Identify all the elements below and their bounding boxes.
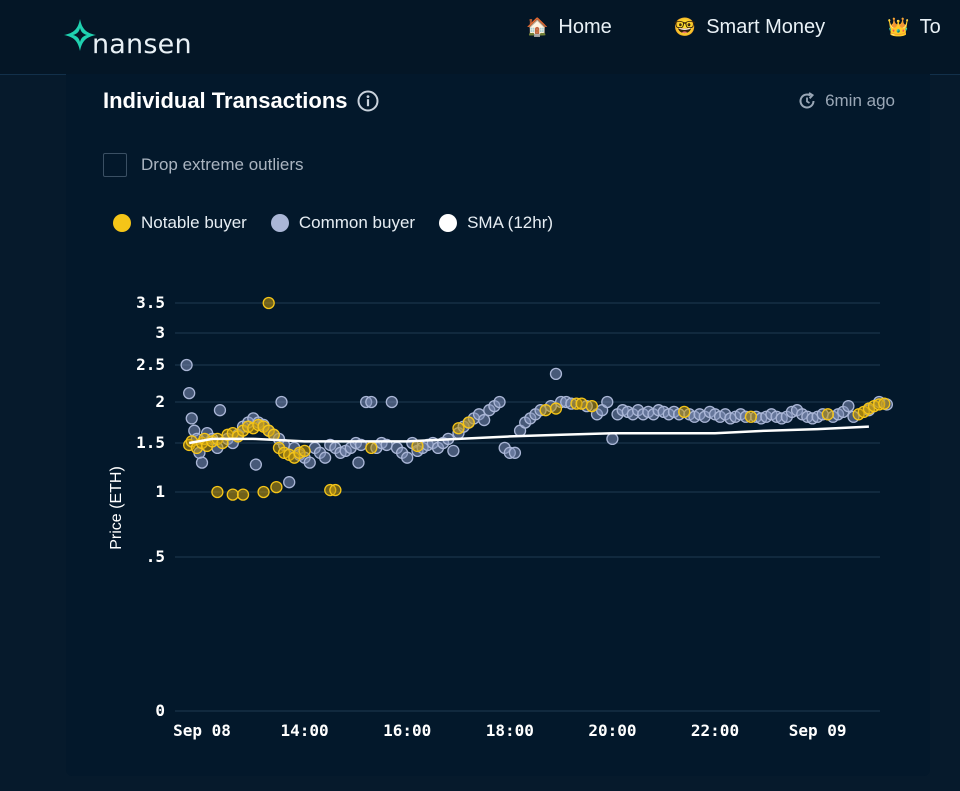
y-axis-label: Price (ETH) [108, 466, 125, 550]
drop-outliers-option: Drop extreme outliers [103, 153, 304, 177]
common-buyer-point[interactable] [180, 358, 193, 372]
common-buyer-point[interactable] [842, 399, 855, 413]
notable-buyer-point[interactable] [821, 408, 835, 421]
common-buyer-point[interactable] [477, 413, 491, 427]
x-tick-label: 20:00 [588, 721, 636, 740]
notable-buyer-point[interactable] [226, 488, 239, 501]
nav-item-top[interactable]: 👑 To [887, 16, 941, 39]
notable-buyer-points [183, 296, 891, 501]
legend-label: SMA (12hr) [467, 213, 554, 232]
sma-line [188, 425, 869, 445]
common-buyer-point[interactable] [213, 404, 227, 417]
y-tick-label: 3 [155, 323, 165, 342]
notable-buyer-point[interactable] [211, 485, 224, 499]
common-buyer-point[interactable] [508, 446, 522, 459]
nav-item-home[interactable]: 🏠 Home [526, 16, 612, 39]
notable-buyer-point[interactable] [365, 441, 378, 455]
x-tick-label: Sep 08 [173, 721, 231, 740]
legend-dot-icon [270, 214, 289, 232]
common-buyer-point[interactable] [447, 444, 460, 457]
nav-item-label: To [919, 16, 941, 38]
common-buyer-point[interactable] [185, 412, 198, 425]
x-axis-ticks: Sep 08 14:00 16:00 18:00 20:00 22:00 Sep 09 [173, 721, 846, 740]
y-axis-ticks: 0 .5 1 1.5 2 2.5 3 3.5 [136, 293, 165, 720]
common-buyer-point[interactable] [365, 395, 378, 409]
nav-item-label: Home [558, 16, 612, 38]
legend-dot-icon [113, 214, 131, 232]
x-tick-label: 14:00 [281, 721, 329, 740]
common-buyer-point[interactable] [606, 432, 619, 446]
common-buyer-point[interactable] [385, 395, 398, 409]
common-buyer-point[interactable] [275, 395, 288, 409]
x-tick-label: 18:00 [486, 721, 534, 740]
card-title-text: Individual Transactions [103, 88, 348, 113]
legend-label: Notable buyer [141, 213, 247, 232]
notable-buyer-point[interactable] [462, 416, 475, 429]
common-buyer-point[interactable] [283, 476, 296, 489]
common-buyer-points [180, 358, 894, 489]
nerd-face-icon: 🤓 [673, 17, 697, 37]
common-buyer-point[interactable] [183, 386, 196, 400]
notable-buyer-point[interactable] [549, 402, 563, 415]
notable-buyer-point[interactable] [262, 296, 275, 310]
notable-buyer-point[interactable] [539, 404, 552, 417]
common-buyer-point[interactable] [303, 456, 316, 469]
notable-buyer-point[interactable] [744, 410, 758, 423]
transactions-card [66, 74, 930, 776]
y-tick-label: 1 [155, 482, 165, 501]
y-tick-label: 0 [155, 701, 165, 720]
main-nav: 🏠 Home 🤓 Smart Money 👑 To [526, 16, 960, 39]
top-navigation-bar: nansen 🏠 Home 🤓 Smart Money 👑 To [0, 0, 960, 75]
info-icon[interactable] [357, 90, 379, 112]
common-buyer-point[interactable] [401, 451, 414, 464]
common-buyer-point[interactable] [352, 456, 365, 469]
notable-buyer-point[interactable] [329, 483, 342, 497]
x-tick-label: 16:00 [383, 721, 431, 740]
legend-label: Common buyer [298, 213, 416, 232]
drop-outliers-checkbox[interactable] [103, 153, 127, 177]
legend-item-sma[interactable]: SMA (12hr) [439, 213, 553, 233]
notable-buyer-point[interactable] [236, 488, 250, 501]
nav-item-smart-money[interactable]: 🤓 Smart Money [674, 16, 825, 39]
brand-name: nansen [92, 28, 192, 60]
notable-buyer-point[interactable] [575, 397, 588, 410]
drop-outliers-label: Drop extreme outliers [141, 155, 304, 174]
x-tick-label: 22:00 [691, 721, 739, 740]
notable-buyer-point[interactable] [678, 405, 691, 418]
common-buyer-point[interactable] [195, 456, 209, 469]
notable-buyer-point[interactable] [878, 397, 891, 410]
chart-legend: Notable buyer Common buyer SMA (12hr) [113, 213, 577, 233]
house-icon: 🏠 [526, 17, 549, 37]
notable-buyer-point[interactable] [270, 480, 283, 494]
legend-dot-icon [439, 214, 458, 232]
crown-icon: 👑 [887, 17, 910, 37]
x-tick-label: Sep 09 [789, 721, 847, 740]
y-tick-label: 2 [155, 392, 165, 411]
notable-buyer-point[interactable] [452, 422, 465, 435]
common-buyer-point[interactable] [493, 395, 506, 409]
nansen-logo[interactable]: nansen [62, 10, 192, 60]
nav-item-label: Smart Money [706, 16, 826, 38]
notable-buyer-point[interactable] [298, 444, 311, 457]
notable-buyer-point[interactable] [585, 399, 599, 413]
nansen-logo-icon [64, 19, 96, 51]
common-buyer-point[interactable] [549, 367, 563, 381]
y-tick-label: 3.5 [136, 293, 165, 312]
legend-item-common-buyer[interactable]: Common buyer [270, 213, 416, 233]
common-buyer-point[interactable] [249, 458, 263, 471]
legend-item-notable-buyer[interactable]: Notable buyer [113, 213, 247, 233]
last-updated-text: 6min ago [825, 91, 895, 110]
common-buyer-point[interactable] [318, 451, 332, 464]
y-tick-label: 2.5 [136, 355, 165, 374]
last-updated: 6min ago [797, 91, 895, 111]
card-title: Individual Transactions [103, 88, 379, 114]
common-buyer-point[interactable] [601, 395, 614, 409]
y-tick-label: .5 [146, 547, 165, 566]
refresh-clock-icon[interactable] [797, 91, 817, 111]
chart-grid [175, 302, 880, 712]
notable-buyer-point[interactable] [257, 485, 270, 499]
y-tick-label: 1.5 [136, 433, 165, 452]
